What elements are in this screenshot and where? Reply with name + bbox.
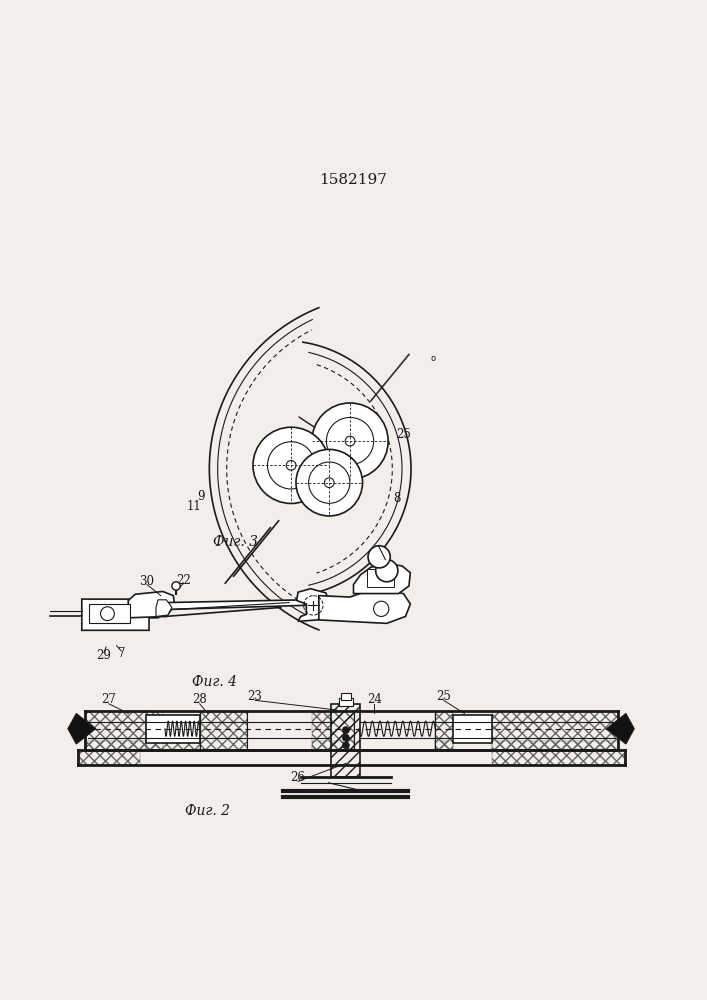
Circle shape bbox=[342, 734, 349, 741]
Text: Фиг. 2: Фиг. 2 bbox=[185, 804, 230, 818]
Circle shape bbox=[286, 460, 296, 470]
Bar bbox=[332, 704, 361, 777]
Circle shape bbox=[375, 560, 398, 582]
Polygon shape bbox=[319, 590, 410, 623]
Polygon shape bbox=[68, 713, 95, 744]
Circle shape bbox=[342, 742, 349, 749]
Text: 30: 30 bbox=[139, 575, 154, 588]
Circle shape bbox=[267, 442, 315, 489]
Bar bbox=[436, 711, 452, 750]
Circle shape bbox=[309, 462, 350, 503]
Polygon shape bbox=[82, 599, 166, 630]
Text: o: o bbox=[431, 354, 436, 363]
Bar bbox=[492, 741, 618, 750]
Polygon shape bbox=[354, 564, 410, 594]
Bar bbox=[453, 715, 492, 743]
Text: Фиг. 4: Фиг. 4 bbox=[192, 675, 238, 689]
Polygon shape bbox=[128, 591, 175, 618]
Text: 7: 7 bbox=[117, 647, 125, 660]
Text: 29: 29 bbox=[97, 649, 112, 662]
Bar bbox=[312, 741, 354, 750]
Polygon shape bbox=[607, 713, 634, 744]
Bar bbox=[146, 711, 163, 750]
Text: 26: 26 bbox=[291, 771, 305, 784]
Circle shape bbox=[368, 546, 390, 568]
Bar bbox=[312, 711, 354, 750]
Circle shape bbox=[327, 417, 374, 465]
Bar bbox=[368, 569, 394, 587]
Bar bbox=[199, 711, 247, 750]
Bar bbox=[85, 711, 146, 750]
Bar bbox=[436, 741, 452, 750]
Text: 23: 23 bbox=[247, 690, 262, 703]
Text: 25: 25 bbox=[436, 690, 451, 703]
Bar bbox=[492, 711, 618, 750]
Circle shape bbox=[342, 727, 349, 734]
Circle shape bbox=[253, 427, 329, 503]
Text: 8: 8 bbox=[393, 492, 400, 505]
Text: 25: 25 bbox=[396, 428, 411, 441]
Text: 28: 28 bbox=[192, 693, 207, 706]
Text: 24: 24 bbox=[367, 693, 382, 706]
Polygon shape bbox=[156, 600, 172, 616]
Circle shape bbox=[312, 403, 388, 479]
Bar bbox=[492, 750, 625, 765]
Circle shape bbox=[172, 582, 180, 590]
Bar bbox=[341, 693, 351, 700]
Circle shape bbox=[100, 607, 115, 621]
Circle shape bbox=[325, 478, 334, 488]
Text: 9: 9 bbox=[197, 490, 205, 503]
Polygon shape bbox=[297, 589, 330, 621]
Text: 11: 11 bbox=[187, 500, 201, 513]
Bar bbox=[146, 741, 199, 750]
Bar bbox=[89, 604, 130, 623]
Circle shape bbox=[296, 449, 363, 516]
Bar bbox=[85, 741, 146, 750]
Circle shape bbox=[345, 436, 355, 446]
Bar bbox=[78, 750, 140, 765]
Circle shape bbox=[373, 601, 389, 616]
Polygon shape bbox=[165, 600, 305, 610]
Text: 1582197: 1582197 bbox=[320, 173, 387, 187]
Text: Фиг. 3: Фиг. 3 bbox=[214, 535, 258, 549]
Bar bbox=[339, 698, 353, 706]
Text: 22: 22 bbox=[176, 574, 191, 587]
Text: 27: 27 bbox=[101, 693, 116, 706]
Bar bbox=[146, 715, 199, 743]
